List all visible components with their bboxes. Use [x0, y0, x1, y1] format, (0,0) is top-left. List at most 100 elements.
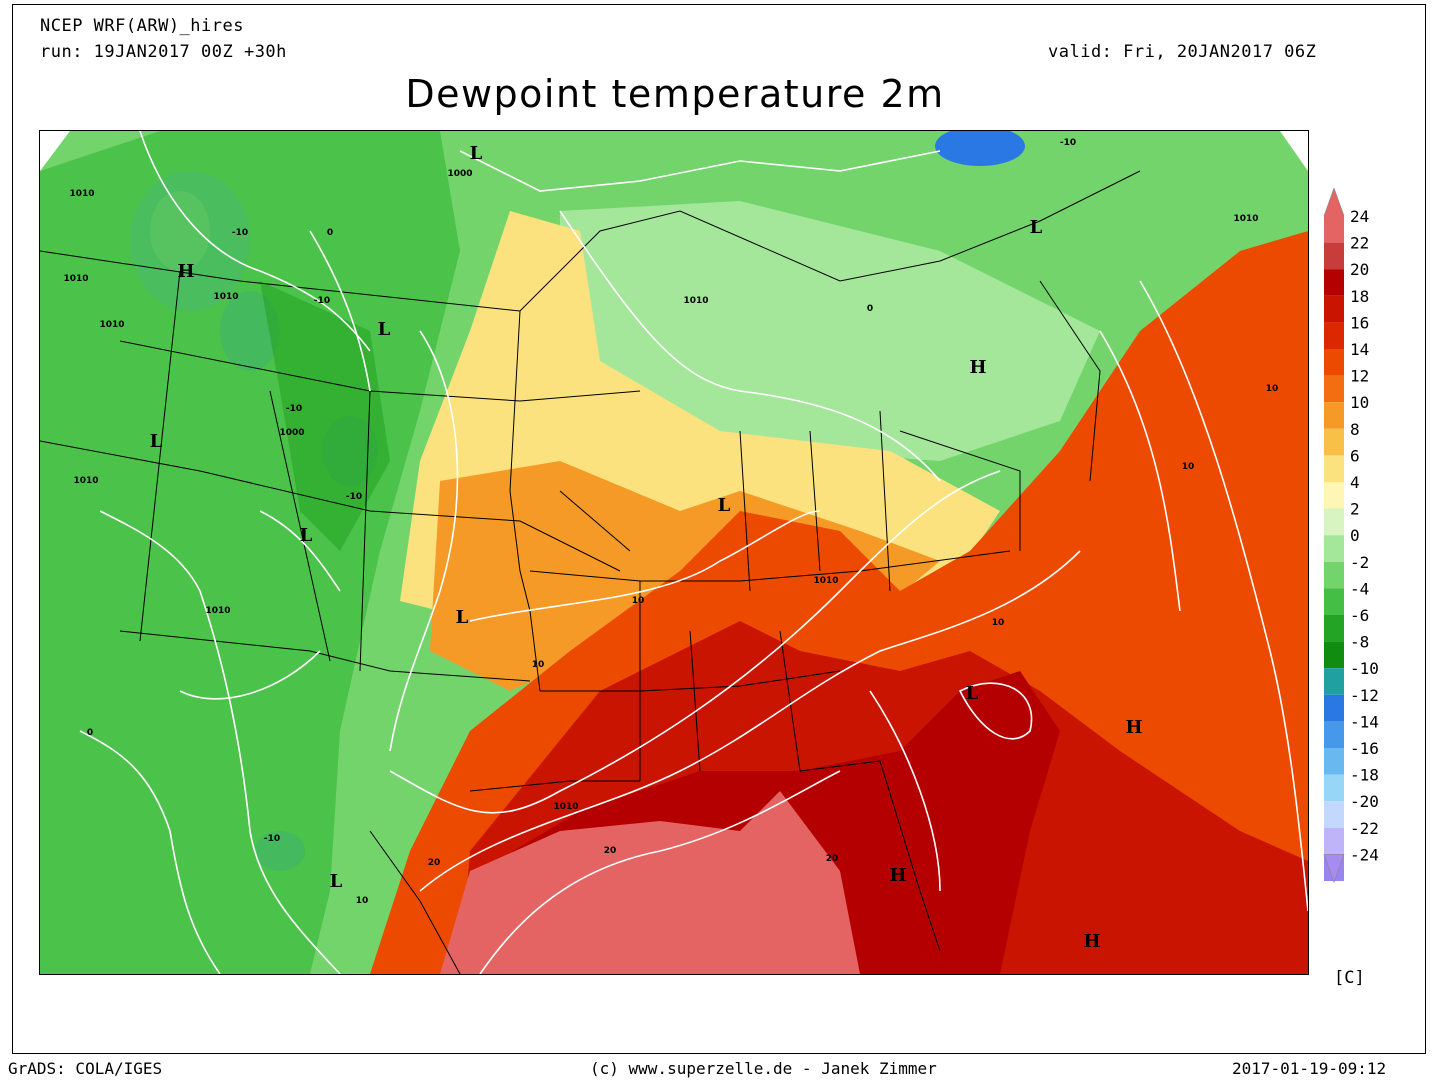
colorbar-swatch — [1324, 295, 1344, 323]
contour-label: -10 — [264, 834, 280, 844]
field-darker-green-rockies — [260, 281, 390, 551]
contour-label: -10 — [1060, 138, 1076, 148]
colorbar-swatch — [1324, 375, 1344, 403]
colorbar-tick-label: -2 — [1350, 553, 1369, 572]
contour-label: 1010 — [99, 320, 124, 330]
map-canvas: L L L L L L L L L H H H H H 1010 1000 10… — [40, 131, 1308, 974]
contour-label: 10 — [532, 660, 545, 670]
colorbar-top-arrow — [1323, 187, 1345, 217]
colorbar-swatch — [1324, 508, 1344, 536]
colorbar-tick-label: -8 — [1350, 633, 1369, 652]
contour-label: 0 — [87, 728, 93, 738]
colorbar-tick-label: 14 — [1350, 340, 1369, 359]
colorbar-tick-label: 12 — [1350, 367, 1369, 386]
contour-label: 10 — [356, 896, 369, 906]
colorbar-swatch — [1324, 615, 1344, 642]
colorbar-swatch — [1324, 748, 1344, 775]
colorbar-tick-label: -6 — [1350, 606, 1369, 625]
contour-label: -10 — [232, 228, 248, 238]
low-center: L — [300, 525, 313, 546]
footer-timestamp: 2017-01-19-09:12 — [1232, 1059, 1387, 1078]
high-center: H — [969, 357, 986, 378]
contour-label: 1010 — [683, 296, 708, 306]
colorbar-swatch — [1324, 269, 1344, 296]
contour-label: -10 — [314, 296, 330, 306]
low-center: L — [470, 143, 483, 164]
colorbar-swatch — [1324, 827, 1344, 855]
contour-label: 20 — [604, 846, 617, 856]
contour-label: 1000 — [447, 169, 472, 179]
run-time: run: 19JAN2017 00Z +30h — [40, 42, 287, 62]
high-center: H — [889, 865, 906, 886]
valid-time: valid: Fri, 20JAN2017 06Z — [1048, 42, 1317, 62]
colorbar-swatch — [1324, 402, 1344, 429]
colorbar-swatch — [1324, 482, 1344, 509]
colorbar-swatch — [1324, 588, 1344, 615]
high-center: H — [177, 261, 194, 282]
footer-credit: (c) www.superzelle.de - Janek Zimmer — [590, 1059, 937, 1078]
colorbar-swatch — [1324, 535, 1344, 562]
contour-label: 1010 — [73, 476, 98, 486]
contour-label: 20 — [428, 858, 441, 868]
figure-frame — [12, 4, 1426, 1054]
high-center: H — [1083, 931, 1100, 952]
colorbar-swatch — [1324, 561, 1344, 589]
contour-label: -10 — [346, 492, 362, 502]
colorbar-tick-label: -24 — [1350, 845, 1379, 864]
colorbar-swatch — [1324, 668, 1344, 695]
field-light-green-lakes — [560, 201, 1100, 461]
colorbar-bottom-arrow — [1323, 854, 1345, 884]
field-gulf-pink — [440, 791, 860, 974]
contour-label: 1010 — [63, 274, 88, 284]
contour-label: 1010 — [69, 189, 94, 199]
colorbar-swatch — [1324, 801, 1344, 828]
contour-label: 10 — [1266, 384, 1279, 394]
colorbar-tick-label: 4 — [1350, 473, 1360, 492]
colorbar-tick-label: -16 — [1350, 739, 1379, 758]
colorbar: 24 22 20 18 16 14 12 10 8 6 4 2 0 -2 -4 -6 -8 -10 -12 -14 -1… — [1322, 187, 1422, 888]
colorbar-swatch — [1324, 349, 1344, 376]
colorbar-swatch — [1324, 322, 1344, 349]
colorbar-tick-label: -10 — [1350, 659, 1379, 678]
colorbar-swatch — [1324, 641, 1344, 669]
colorbar-tick-label: 10 — [1350, 393, 1369, 412]
map-title: Dewpoint temperature 2m — [405, 72, 945, 116]
dewpoint-map: L L L L L L L L L H H H H H 1010 1000 10… — [39, 130, 1309, 975]
low-center: L — [718, 495, 731, 516]
contour-label: 0 — [867, 304, 873, 314]
contour-label: 10 — [632, 596, 645, 606]
contour-label: 1010 — [205, 606, 230, 616]
colorbar-swatch — [1324, 455, 1344, 482]
colorbar-tick-label: -4 — [1350, 579, 1369, 598]
contour-label: 1010 — [213, 292, 238, 302]
high-center: H — [1125, 717, 1142, 738]
low-center: L — [330, 871, 343, 892]
colorbar-tick-label: 22 — [1350, 234, 1369, 253]
contour-label: 1010 — [1233, 214, 1258, 224]
low-center: L — [378, 319, 391, 340]
colorbar-tick-label: 16 — [1350, 313, 1369, 332]
colorbar-tick-label: -14 — [1350, 712, 1379, 731]
colorbar-swatch — [1324, 428, 1344, 456]
contour-label: 1010 — [813, 576, 838, 586]
colorbar-swatch — [1324, 242, 1344, 270]
contour-label: 20 — [826, 854, 839, 864]
colorbar-swatch — [1324, 721, 1344, 748]
colorbar-tick-label: -12 — [1350, 686, 1379, 705]
contour-value-labels: 1010 1000 1010 1010 1010 1010 1000 1010 … — [63, 138, 1278, 906]
low-center: L — [456, 607, 469, 628]
colorbar-swatch — [1324, 694, 1344, 722]
colorbar-tick-label: -20 — [1350, 792, 1379, 811]
colorbar-tick-label: 8 — [1350, 420, 1360, 439]
footer-software: GrADS: COLA/IGES — [8, 1059, 163, 1078]
contour-lines — [79, 131, 1308, 974]
contour-label: 1000 — [279, 428, 304, 438]
model-name: NCEP WRF(ARW)_hires — [40, 16, 244, 36]
low-center: L — [150, 431, 163, 452]
colorbar-tick-label: 18 — [1350, 287, 1369, 306]
contour-label: 0 — [327, 228, 333, 238]
colorbar-tick-label: -18 — [1350, 766, 1379, 785]
low-center: L — [1030, 217, 1043, 238]
colorbar-swatch — [1324, 774, 1344, 802]
low-center: L — [966, 683, 979, 704]
